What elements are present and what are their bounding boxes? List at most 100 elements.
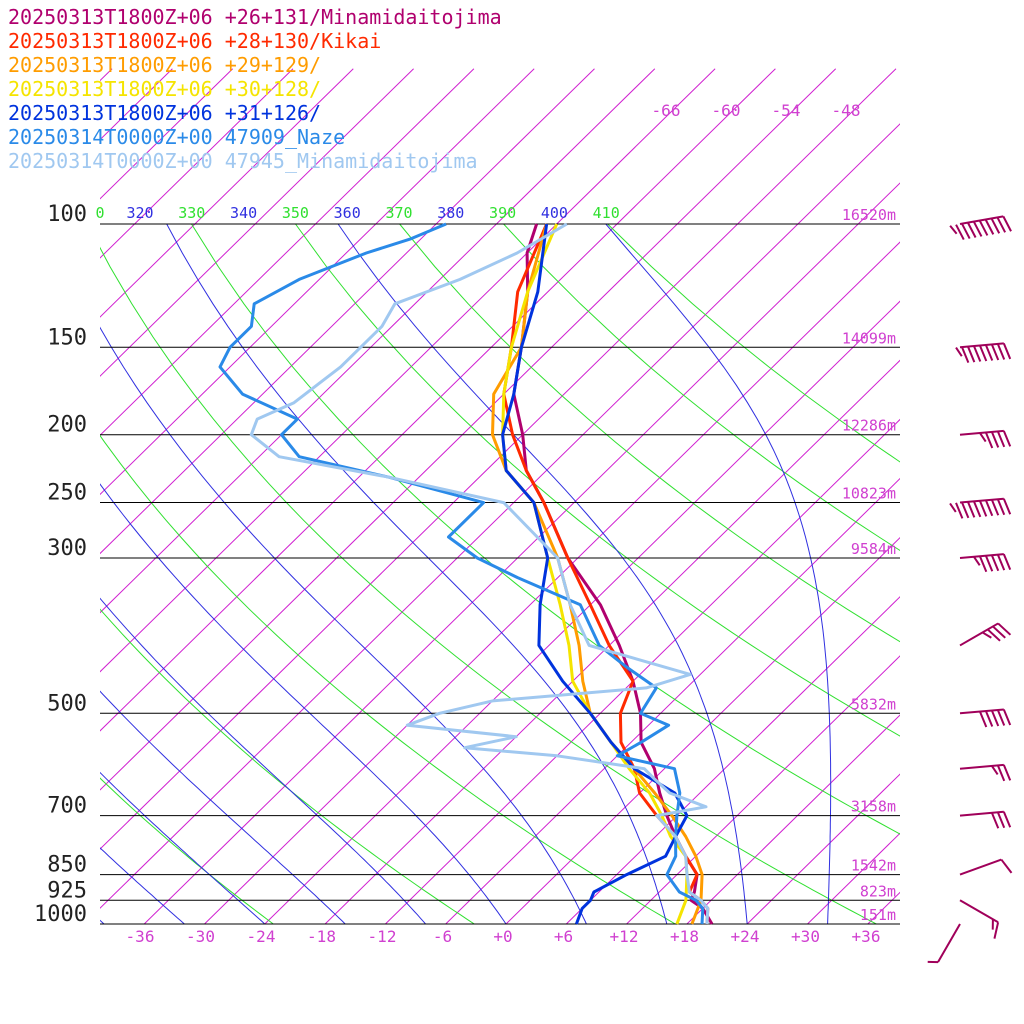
isotherm-line <box>0 69 52 924</box>
pressure-label: 250 <box>47 481 87 506</box>
temperature-tick-label: +18 <box>670 927 699 946</box>
theta-label: 370 <box>385 204 412 222</box>
temperature-tick-label: -30 <box>186 927 215 946</box>
wind-barb-feather <box>1002 215 1012 232</box>
legend-entry: 20250313T1800Z+06 +29+129/ <box>8 53 321 77</box>
temperature-tick-label: +0 <box>493 927 512 946</box>
wind-barb-feather <box>990 344 1000 361</box>
dry-adiabat-line <box>100 246 877 924</box>
isotherm-line <box>445 477 900 924</box>
upper-temperature-tick-label: -60 <box>712 101 741 120</box>
height-label: 5832m <box>851 695 896 713</box>
height-label: 151m <box>860 906 896 924</box>
temperature-tick-label: -12 <box>368 927 397 946</box>
temperature-profiles <box>218 222 714 925</box>
wind-barb <box>959 708 1012 728</box>
wind-barb <box>959 899 1000 939</box>
wind-barb <box>927 923 961 964</box>
isotherm-line <box>100 68 656 614</box>
wind-barb-feather <box>996 765 1006 782</box>
isobar-lines <box>100 223 900 925</box>
wind-barb-feather <box>955 347 963 357</box>
wind-barb-feather <box>984 555 994 572</box>
height-label: 1542m <box>851 857 896 875</box>
wind-barb-feather <box>1002 430 1012 447</box>
wind-barb-shaft <box>959 342 1004 349</box>
isotherm-line <box>565 596 900 924</box>
isotherm-line <box>100 68 475 436</box>
axis-labels: 100 16520m 150 14099m 200 12286m 250 10823m 300 9… <box>34 101 896 946</box>
wind-barb-feather <box>1002 811 1012 828</box>
wind-barb-feather <box>996 811 1006 829</box>
moist-adiabat-line <box>100 847 185 924</box>
legend-entry: 20250313T1800Z+06 +26+131/Minamidaitojim… <box>8 5 502 29</box>
wind-barb-shaft <box>959 810 1004 817</box>
profile-line <box>218 222 705 925</box>
wind-barb-feather <box>991 765 999 776</box>
temperature-tick-label: -6 <box>433 927 452 946</box>
wind-barb-shaft <box>959 429 1004 436</box>
wind-barb-feather <box>990 499 1000 516</box>
wind-barb-feather <box>1000 858 1013 874</box>
wind-barb-shaft <box>937 923 961 963</box>
wind-barb-feather <box>984 710 994 727</box>
wind-barb-shaft <box>959 899 999 924</box>
isotherm-line <box>100 123 900 909</box>
wind-barb-shaft <box>959 215 1004 225</box>
wind-barb <box>959 429 1012 449</box>
wind-barb-feather <box>996 216 1007 233</box>
moist-adiabat-line <box>100 771 266 924</box>
legend-entry: 20250314T0000Z+00 47945_Minamidaitojima <box>8 149 478 173</box>
profile-line <box>491 223 704 925</box>
theta-label: 360 <box>334 204 361 222</box>
wind-barb-feather <box>996 343 1006 360</box>
wind-barb-feather <box>984 432 994 449</box>
legend: 20250313T1800Z+06 +26+131/Minamidaitojim… <box>8 5 502 173</box>
wind-barb-shaft <box>959 622 999 647</box>
wind-barb <box>949 215 1012 241</box>
profile-line <box>501 223 689 925</box>
pressure-label: 500 <box>47 691 87 716</box>
legend-entry: 20250313T1800Z+06 +31+126/ <box>8 101 321 125</box>
wind-barb-feather <box>955 502 964 519</box>
temperature-tick-label: +12 <box>610 927 639 946</box>
wind-barb-feather <box>973 500 982 518</box>
pressure-label: 850 <box>47 853 87 878</box>
isotherm-line <box>385 418 900 924</box>
wind-barb-feather <box>984 344 994 361</box>
wind-barb-feather <box>961 223 971 240</box>
temperature-tick-label: +30 <box>791 927 820 946</box>
height-label: 14099m <box>842 329 896 347</box>
wind-barb-feather <box>1002 343 1012 360</box>
upper-temperature-tick-label: -66 <box>652 101 681 120</box>
wind-barb <box>959 553 1012 573</box>
isotherm-line <box>100 68 535 496</box>
isotherm-line <box>746 773 900 924</box>
wind-barb-feather <box>949 502 957 513</box>
height-label: 9584m <box>851 540 896 558</box>
isotherm-line <box>100 68 595 555</box>
wind-barb-shaft <box>959 497 1004 504</box>
isotherm-line <box>100 68 414 377</box>
wind-barb-feather <box>984 219 995 235</box>
wind-barb-feather <box>997 622 1012 636</box>
wind-barb-feather <box>987 628 1001 642</box>
wind-barb-feather <box>949 225 958 235</box>
wind-barb-feather <box>961 502 970 519</box>
isotherm-line <box>100 68 837 791</box>
pressure-label: 200 <box>47 413 87 438</box>
wind-barb <box>949 497 1012 519</box>
isotherm-line <box>100 68 716 673</box>
wind-barb-feather <box>982 631 992 639</box>
height-label: 3158m <box>851 798 896 816</box>
wind-barb-feather <box>955 224 965 241</box>
height-label: 16520m <box>842 206 896 224</box>
isotherm-line <box>100 68 354 318</box>
isotherm-line <box>264 300 900 924</box>
profile-line <box>502 223 710 925</box>
wind-barb <box>955 342 1012 363</box>
wind-barb <box>959 763 1012 782</box>
wind-barb-shaft <box>959 708 1004 715</box>
wind-barb-feather <box>967 346 976 363</box>
wind-barb-feather <box>996 709 1006 726</box>
